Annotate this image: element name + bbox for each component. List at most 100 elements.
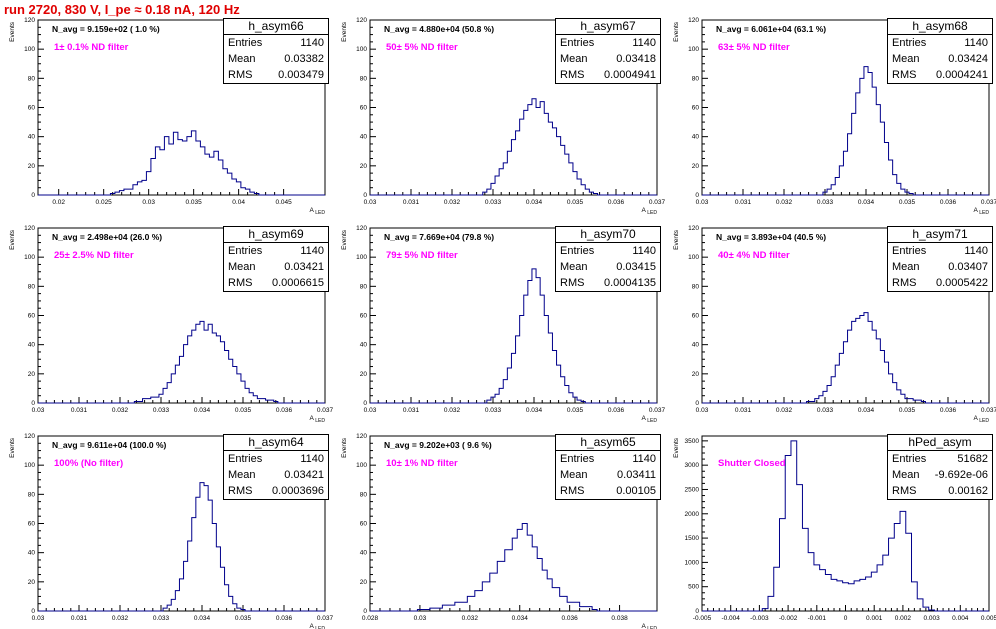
x-tick-label: 0.038 — [611, 615, 628, 622]
x-tick-label: 0.031 — [403, 199, 420, 206]
histogram-line — [370, 98, 657, 196]
histogram-line — [702, 312, 989, 404]
x-tick-label: 0.037 — [317, 615, 334, 622]
stats-label: RMS — [560, 485, 585, 497]
x-tick-label: 0.035 — [235, 407, 252, 414]
stats-row-rms: RMS 0.0005422 — [888, 275, 992, 291]
x-tick-label: 0.033 — [153, 615, 170, 622]
y-tick-label: 0 — [363, 192, 367, 199]
stats-label: Entries — [560, 453, 595, 465]
filter-label: Shutter Closed — [718, 458, 786, 469]
x-tick-label: 0.034 — [526, 407, 543, 414]
y-tick-label: 80 — [360, 491, 368, 498]
x-tick-label: 0 — [844, 615, 848, 622]
y-tick-label: 60 — [28, 105, 36, 112]
x-tick-label: 0.033 — [817, 407, 834, 414]
x-tick-label: 0.036 — [276, 615, 293, 622]
x-tick-label: 0.037 — [317, 407, 334, 414]
y-tick-label: 120 — [688, 17, 699, 24]
x-tick-label: -0.002 — [779, 615, 798, 622]
stats-value: 0.0005422 — [936, 277, 988, 289]
histogram-line — [702, 66, 989, 196]
x-tick-label: 0.036 — [940, 199, 957, 206]
stats-row-entries: Entries 1140 — [556, 243, 660, 259]
y-tick-label: 20 — [28, 579, 36, 586]
stats-row-rms: RMS 0.0004941 — [556, 67, 660, 83]
stats-value: 0.0003696 — [272, 485, 324, 497]
stats-row-mean: Mean 0.03421 — [224, 259, 328, 275]
x-tick-label: 0.034 — [526, 199, 543, 206]
x-tick-label: 0.035 — [186, 199, 203, 206]
x-axis-title: A LED — [641, 623, 657, 629]
x-axis-title: A LED — [309, 623, 325, 629]
x-tick-label: 0.033 — [817, 199, 834, 206]
x-tick-label: -0.001 — [808, 615, 827, 622]
y-tick-label: 60 — [28, 313, 36, 320]
histogram-line — [38, 320, 325, 404]
y-tick-label: 2000 — [685, 511, 700, 518]
stats-row-mean: Mean 0.03382 — [224, 51, 328, 67]
histogram-pad-h_asym65: 0 20 40 60 80 100 120 0.028 0.03 0.032 0.034 0.036 0… — [336, 433, 661, 629]
stats-box: h_asym66 Entries 1140 Mean 0.03382 RMS 0.00347… — [223, 18, 329, 84]
x-tick-label: -0.005 — [693, 615, 712, 622]
filter-label: 40± 4% ND filter — [718, 250, 790, 261]
stats-box: h_asym68 Entries 1140 Mean 0.03424 RMS 0.00042… — [887, 18, 993, 84]
page-title: run 2720, 830 V, I_pe ≈ 0.18 nA, 120 Hz — [4, 2, 240, 17]
y-tick-label: 20 — [360, 163, 368, 170]
stats-box: h_asym67 Entries 1140 Mean 0.03418 RMS 0.00049… — [555, 18, 661, 84]
y-tick-label: 100 — [356, 462, 367, 469]
x-tick-label: 0.035 — [567, 407, 584, 414]
y-tick-label: 80 — [28, 75, 36, 82]
y-tick-label: 40 — [360, 550, 368, 557]
x-tick-label: 0.03 — [696, 199, 709, 206]
x-tick-label: 0.031 — [735, 199, 752, 206]
stats-value: 0.03421 — [284, 261, 324, 273]
y-tick-label: 120 — [688, 225, 699, 232]
y-tick-label: 20 — [28, 163, 36, 170]
stats-row-rms: RMS 0.00162 — [888, 483, 992, 499]
y-tick-label: 80 — [28, 491, 36, 498]
y-axis-title: Events — [9, 21, 16, 42]
x-tick-label: 0.037 — [649, 199, 666, 206]
stats-histogram-name: h_asym69 — [224, 227, 328, 243]
x-axis-title: A LED — [641, 207, 657, 216]
y-tick-label: 1000 — [685, 559, 700, 566]
navg-label: N_avg = 7.669e+04 (79.8 %) — [384, 232, 494, 242]
stats-value: 0.03411 — [617, 469, 656, 481]
x-tick-label: 0.031 — [735, 407, 752, 414]
y-tick-label: 60 — [28, 521, 36, 528]
y-tick-label: 0 — [31, 608, 35, 615]
y-tick-label: 120 — [356, 433, 367, 440]
stats-row-rms: RMS 0.0006615 — [224, 275, 328, 291]
stats-label: RMS — [228, 485, 253, 497]
x-axis-title: A LED — [973, 415, 989, 424]
stats-label: RMS — [560, 277, 585, 289]
navg-label: N_avg = 9.611e+04 (100.0 %) — [52, 440, 167, 450]
stats-label: Mean — [228, 53, 256, 65]
stats-box: h_asym70 Entries 1140 Mean 0.03415 RMS 0.00041… — [555, 226, 661, 292]
stats-histogram-name: h_asym70 — [556, 227, 660, 243]
y-axis-title: Events — [673, 229, 680, 250]
y-axis-title: Events — [9, 437, 16, 458]
x-tick-label: 0.033 — [153, 407, 170, 414]
histogram-plot: 0 20 40 60 80 100 120 0.02 0.025 0.03 0.035 0.04 0.0… — [9, 17, 326, 216]
histogram-pad-hPed_asym: 0 500 1000 1500 2000 2500 3000 3500 -0.005 -0.004… — [668, 434, 996, 629]
y-tick-label: 120 — [356, 17, 367, 24]
x-tick-label: 0.03 — [414, 615, 427, 622]
stats-label: Mean — [560, 469, 588, 481]
y-tick-label: 2500 — [685, 486, 700, 493]
histogram-line — [370, 268, 657, 404]
y-tick-label: 120 — [356, 225, 367, 232]
navg-label: N_avg = 6.061e+04 (63.1 %) — [716, 24, 826, 34]
x-tick-label: 0.04 — [232, 199, 245, 206]
x-tick-label: 0.036 — [608, 407, 625, 414]
stats-label: Mean — [560, 261, 588, 273]
x-tick-label: 0.005 — [981, 615, 996, 622]
stats-label: RMS — [892, 69, 917, 81]
histogram-pad-h_asym66: 0 20 40 60 80 100 120 0.02 0.025 0.03 0.035 0.04 0.0… — [4, 17, 329, 216]
x-tick-label: -0.003 — [750, 615, 769, 622]
y-axis-title: Events — [341, 21, 348, 42]
stats-label: Entries — [228, 453, 263, 465]
stats-value: 1140 — [632, 245, 656, 257]
histogram-pad-h_asym64: 0 20 40 60 80 100 120 0.03 0.031 0.032 0.033 0.034 0… — [4, 433, 334, 629]
